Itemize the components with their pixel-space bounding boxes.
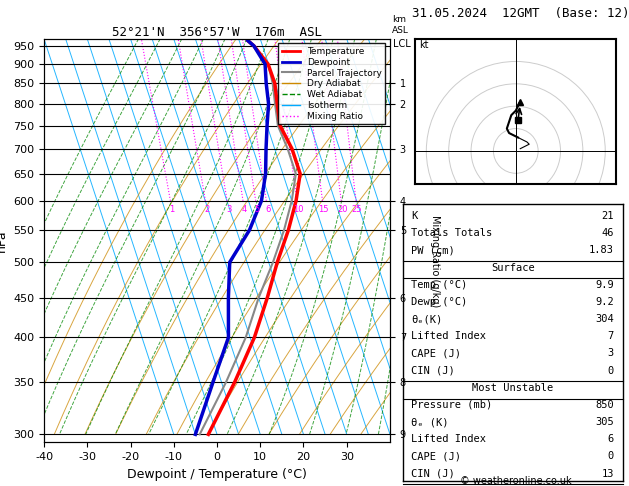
Text: CAPE (J): CAPE (J) — [411, 348, 461, 359]
Text: 9.2: 9.2 — [595, 297, 614, 307]
Text: Lifted Index: Lifted Index — [411, 434, 486, 444]
Text: θₑ(K): θₑ(K) — [411, 314, 443, 324]
Text: 3: 3 — [226, 205, 231, 214]
Text: 46: 46 — [601, 228, 614, 238]
Text: Surface: Surface — [491, 262, 535, 273]
Text: Dewp (°C): Dewp (°C) — [411, 297, 467, 307]
Text: 9.9: 9.9 — [595, 280, 614, 290]
Text: 304: 304 — [595, 314, 614, 324]
Title: 52°21'N  356°57'W  176m  ASL: 52°21'N 356°57'W 176m ASL — [112, 26, 322, 39]
Text: CIN (J): CIN (J) — [411, 365, 455, 376]
Text: 305: 305 — [595, 417, 614, 427]
Text: LCL: LCL — [394, 39, 411, 49]
Text: CIN (J): CIN (J) — [411, 469, 455, 479]
Text: 0: 0 — [608, 451, 614, 462]
Text: km
ASL: km ASL — [392, 16, 409, 35]
Text: 2: 2 — [204, 205, 209, 214]
Text: Totals Totals: Totals Totals — [411, 228, 493, 238]
Text: θₑ (K): θₑ (K) — [411, 417, 449, 427]
Text: 850: 850 — [595, 400, 614, 410]
Text: 4: 4 — [242, 205, 247, 214]
Text: kt: kt — [420, 40, 429, 50]
Text: 1.83: 1.83 — [589, 245, 614, 256]
Text: 15: 15 — [318, 205, 329, 214]
Text: 25: 25 — [352, 205, 362, 214]
Text: Most Unstable: Most Unstable — [472, 383, 554, 393]
Text: 3: 3 — [608, 348, 614, 359]
Text: CAPE (J): CAPE (J) — [411, 451, 461, 462]
Text: 6: 6 — [608, 434, 614, 444]
Text: 1: 1 — [169, 205, 175, 214]
Text: © weatheronline.co.uk: © weatheronline.co.uk — [460, 476, 572, 486]
Text: Lifted Index: Lifted Index — [411, 331, 486, 341]
Text: 10: 10 — [293, 205, 303, 214]
Text: 7: 7 — [608, 331, 614, 341]
Text: Temp (°C): Temp (°C) — [411, 280, 467, 290]
Text: 21: 21 — [601, 211, 614, 221]
Legend: Temperature, Dewpoint, Parcel Trajectory, Dry Adiabat, Wet Adiabat, Isotherm, Mi: Temperature, Dewpoint, Parcel Trajectory… — [278, 43, 386, 124]
Text: 6: 6 — [265, 205, 270, 214]
Text: Mixing Ratio (g/kg): Mixing Ratio (g/kg) — [430, 215, 440, 307]
Text: 0: 0 — [608, 365, 614, 376]
Y-axis label: hPa: hPa — [0, 229, 8, 252]
Text: PW (cm): PW (cm) — [411, 245, 455, 256]
Text: K: K — [411, 211, 418, 221]
Text: 5: 5 — [254, 205, 260, 214]
Text: Pressure (mb): Pressure (mb) — [411, 400, 493, 410]
Text: 13: 13 — [601, 469, 614, 479]
Text: 20: 20 — [337, 205, 348, 214]
Text: 31.05.2024  12GMT  (Base: 12): 31.05.2024 12GMT (Base: 12) — [412, 7, 629, 20]
X-axis label: Dewpoint / Temperature (°C): Dewpoint / Temperature (°C) — [127, 468, 307, 481]
